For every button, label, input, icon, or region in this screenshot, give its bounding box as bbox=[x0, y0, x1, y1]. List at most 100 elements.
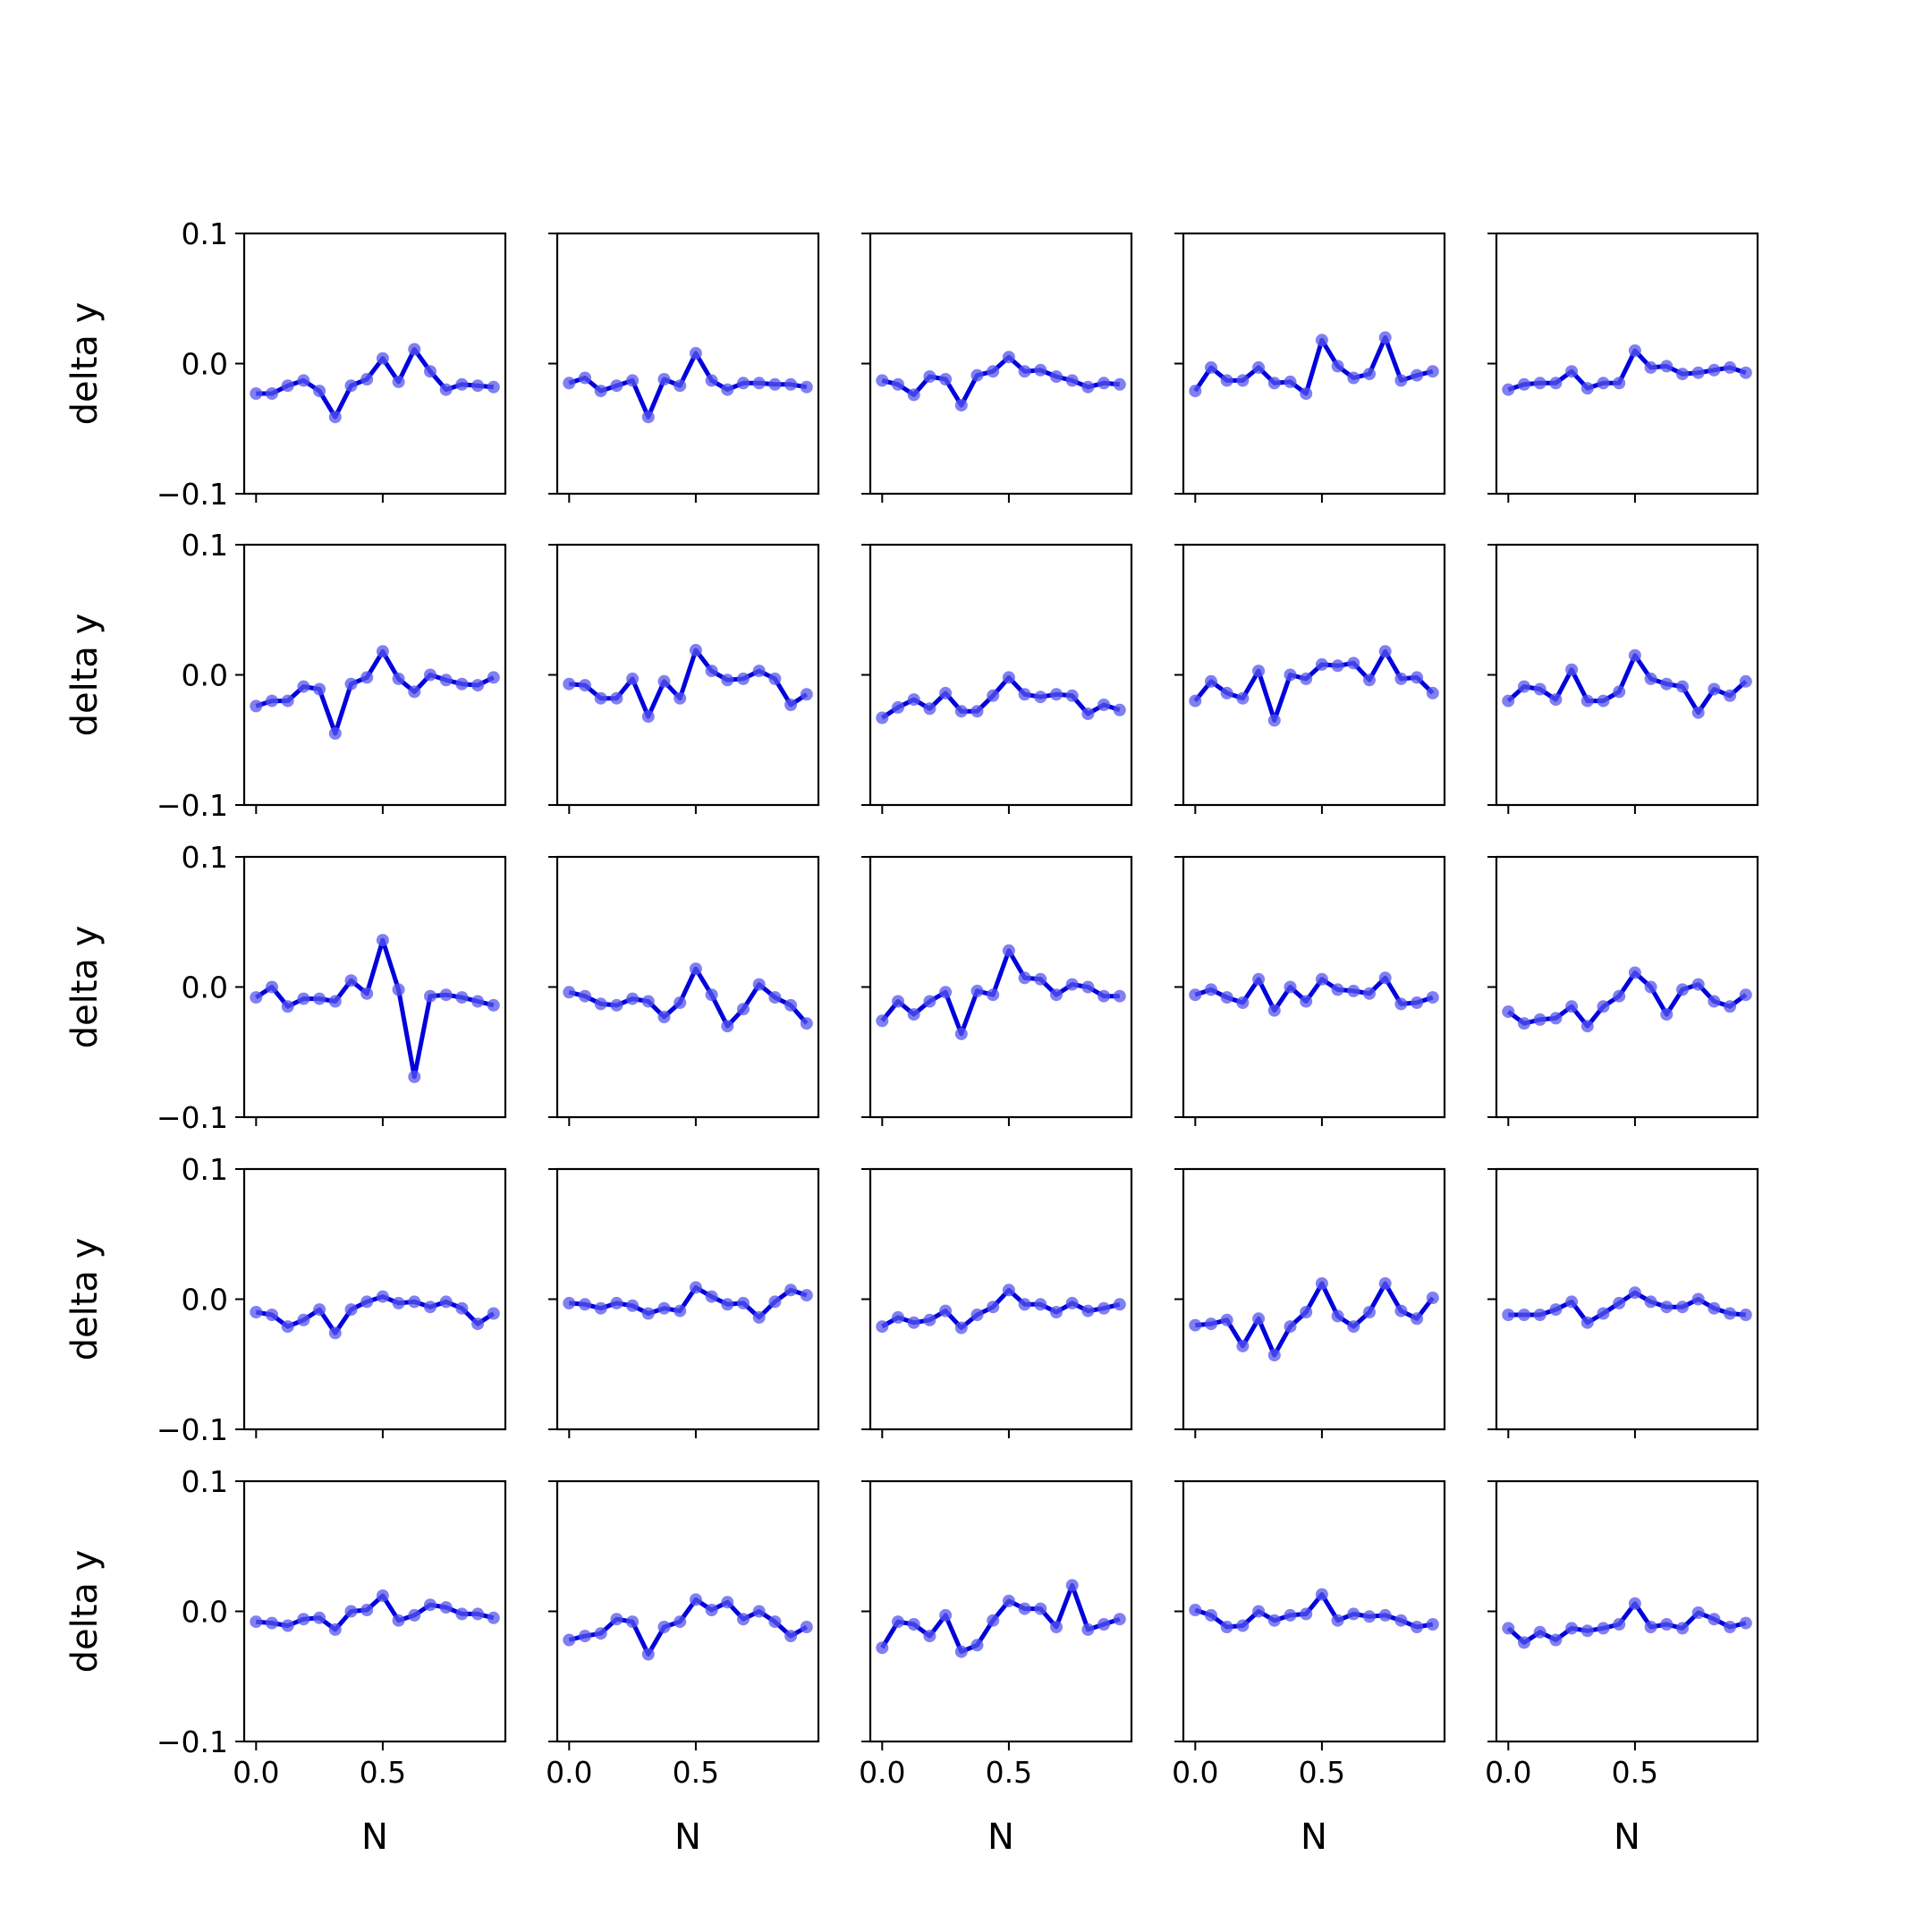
data-point bbox=[1644, 1295, 1657, 1309]
data-point bbox=[1050, 1306, 1063, 1318]
data-point bbox=[1113, 1298, 1126, 1311]
data-point bbox=[1502, 694, 1515, 708]
data-point bbox=[970, 984, 984, 997]
subplot-r2-c5 bbox=[1487, 543, 1759, 814]
subplot-r3-c3 bbox=[861, 855, 1133, 1126]
data-point bbox=[328, 1326, 342, 1340]
data-point bbox=[471, 379, 485, 393]
data-point bbox=[768, 1295, 782, 1309]
data-point bbox=[1220, 374, 1233, 387]
data-point bbox=[1378, 645, 1392, 658]
series-line bbox=[880, 1582, 1121, 1655]
data-point bbox=[455, 1301, 469, 1315]
data-point bbox=[1565, 1622, 1579, 1635]
data-point bbox=[579, 371, 591, 385]
data-point bbox=[1378, 971, 1392, 985]
data-point bbox=[737, 1613, 750, 1626]
data-point bbox=[313, 1611, 326, 1624]
y-tick-label: −0.1 bbox=[157, 477, 228, 512]
data-point bbox=[1518, 680, 1530, 693]
data-point bbox=[1331, 1614, 1344, 1627]
data-point bbox=[1034, 1298, 1047, 1311]
data-point bbox=[1267, 1349, 1281, 1362]
data-point bbox=[1676, 1622, 1689, 1635]
subplot-r3-c5 bbox=[1487, 855, 1759, 1126]
data-point bbox=[923, 995, 936, 1008]
data-point bbox=[674, 1304, 687, 1318]
data-point bbox=[313, 682, 326, 696]
data-point bbox=[266, 387, 278, 400]
data-point bbox=[455, 677, 469, 691]
data-point bbox=[1363, 987, 1376, 1000]
y-tick-label: 0.1 bbox=[182, 528, 228, 563]
data-point bbox=[1660, 1008, 1674, 1021]
data-point bbox=[439, 1295, 453, 1309]
data-point bbox=[1549, 377, 1563, 390]
x-tick-label: 0.5 bbox=[986, 1755, 1032, 1790]
data-point bbox=[1613, 685, 1626, 699]
subplot-r4-c2 bbox=[548, 1167, 820, 1438]
data-point bbox=[1065, 1296, 1079, 1309]
data-point bbox=[1691, 706, 1705, 719]
data-point bbox=[1426, 991, 1439, 1004]
data-point bbox=[657, 1011, 671, 1023]
data-point bbox=[907, 388, 920, 402]
y-axis-label: delta y bbox=[64, 926, 106, 1049]
data-point bbox=[674, 691, 687, 705]
data-point bbox=[1018, 688, 1031, 701]
data-point bbox=[281, 1000, 294, 1013]
data-point bbox=[1411, 369, 1424, 382]
data-point bbox=[970, 705, 984, 718]
data-point bbox=[1533, 1625, 1546, 1639]
data-point bbox=[1660, 677, 1674, 691]
y-axis-label: delta y bbox=[64, 614, 106, 737]
data-point bbox=[1220, 686, 1233, 699]
data-point bbox=[408, 1295, 421, 1309]
data-point bbox=[657, 373, 671, 386]
data-point bbox=[1315, 972, 1328, 986]
data-point bbox=[954, 705, 968, 718]
data-point bbox=[360, 1295, 374, 1309]
data-point bbox=[1034, 691, 1047, 704]
data-point bbox=[800, 1289, 813, 1302]
data-point bbox=[939, 1304, 953, 1318]
data-point bbox=[1691, 978, 1705, 991]
data-point bbox=[1018, 1298, 1031, 1311]
data-point bbox=[876, 1014, 889, 1028]
data-point bbox=[1236, 1619, 1250, 1632]
data-point bbox=[424, 668, 436, 682]
subplot-r3-c4 bbox=[1174, 855, 1446, 1126]
data-point bbox=[1002, 944, 1015, 957]
data-point bbox=[360, 373, 374, 386]
data-point bbox=[328, 995, 342, 1008]
data-point bbox=[689, 962, 702, 976]
data-point bbox=[752, 665, 766, 678]
data-point bbox=[970, 1639, 984, 1652]
data-point bbox=[737, 377, 750, 390]
series-line bbox=[1508, 1290, 1747, 1326]
data-point bbox=[1097, 1618, 1111, 1631]
data-point bbox=[892, 1615, 904, 1629]
data-point bbox=[1347, 1320, 1360, 1334]
x-tick-label: 0.5 bbox=[1299, 1755, 1345, 1790]
data-point bbox=[923, 1313, 936, 1326]
data-point bbox=[1284, 1320, 1297, 1334]
subplot-r5-c5: 0.0 0.5 N bbox=[1485, 1479, 1759, 1858]
data-point bbox=[610, 691, 623, 705]
data-point bbox=[1549, 693, 1563, 707]
data-point bbox=[721, 1020, 734, 1033]
data-point bbox=[768, 672, 782, 685]
subplot-r1-c1: −0.1 0.0 0.1 delta y bbox=[64, 216, 507, 512]
data-point bbox=[954, 1645, 968, 1658]
y-tick-label: 0.0 bbox=[182, 658, 228, 693]
data-point bbox=[297, 680, 310, 693]
data-point bbox=[689, 346, 702, 360]
data-point bbox=[1252, 360, 1266, 374]
data-point bbox=[1236, 996, 1250, 1009]
data-point bbox=[392, 375, 405, 388]
data-point bbox=[1363, 1306, 1376, 1318]
data-point bbox=[987, 1614, 1000, 1627]
subplot-r5-c2: 0.0 0.5 N bbox=[546, 1479, 820, 1858]
data-point bbox=[641, 710, 655, 724]
data-point bbox=[328, 727, 342, 740]
